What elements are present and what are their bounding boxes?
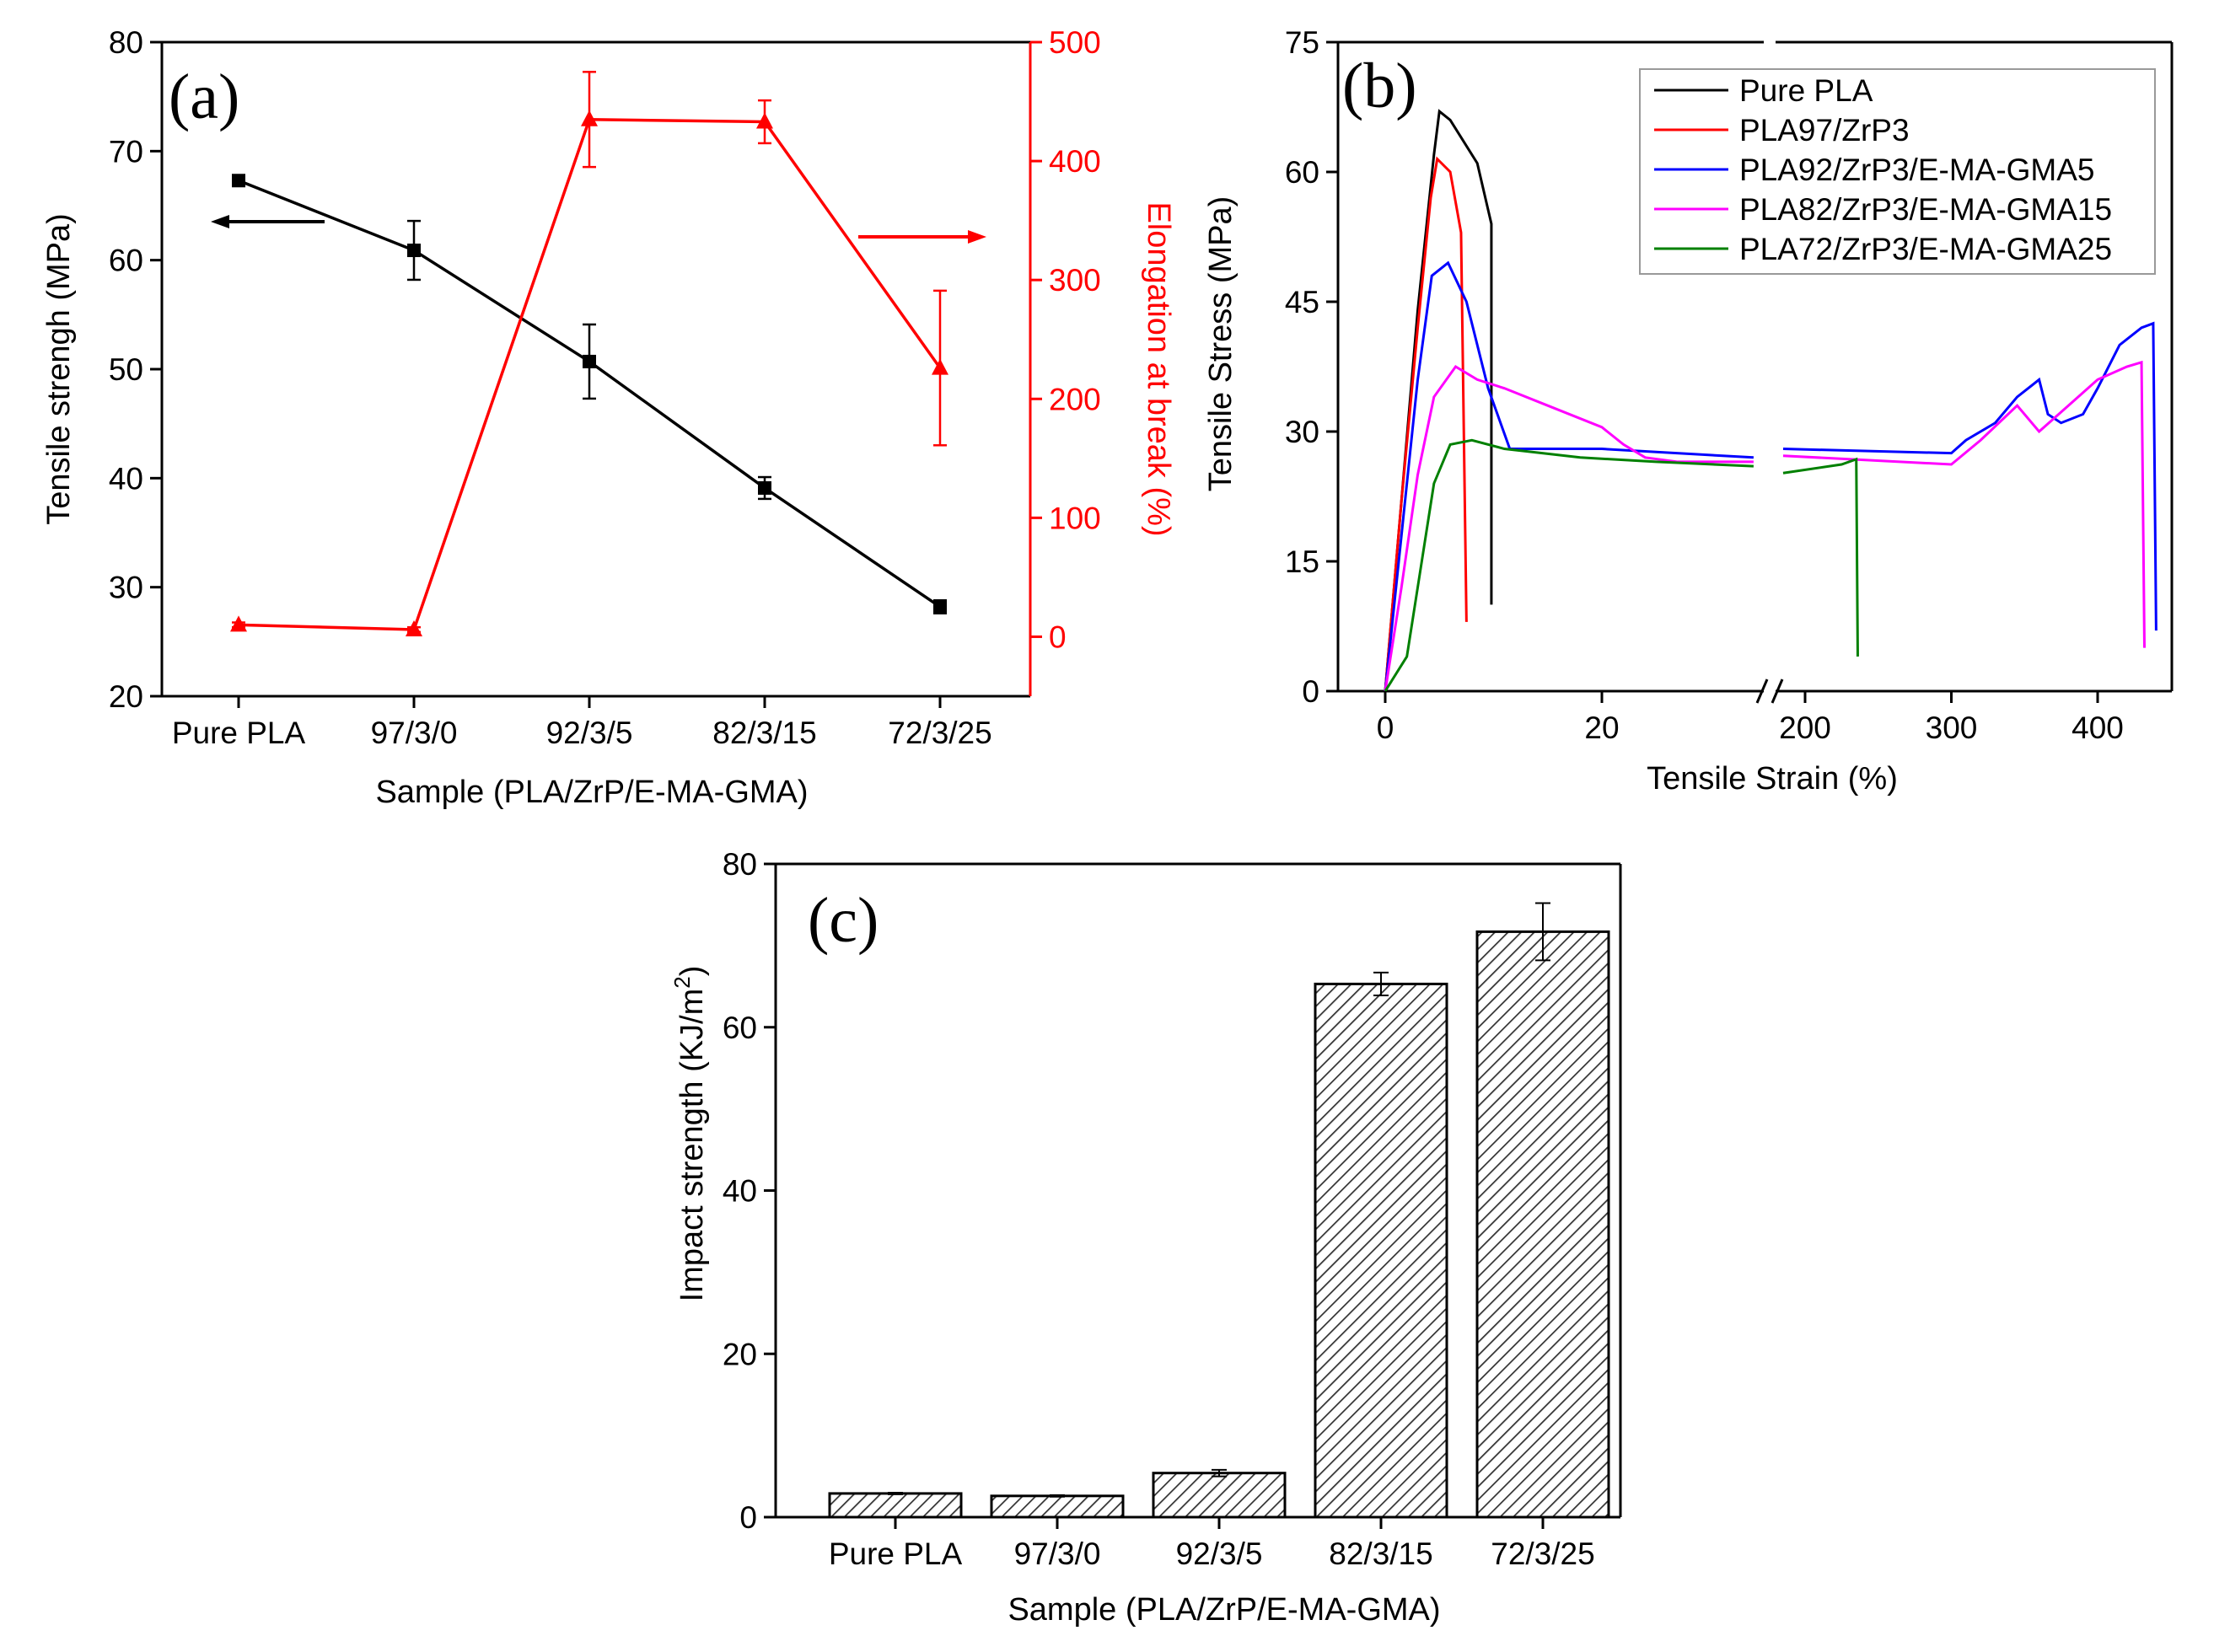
y-tick-label: 60 xyxy=(1285,155,1319,190)
x-axis-title: Tensile Strain (%) xyxy=(1647,761,1898,796)
x-tick-label: 200 xyxy=(1779,711,1831,745)
stress-strain-curve xyxy=(1384,156,1468,691)
x-tick-label: 82/3/15 xyxy=(1329,1537,1432,1571)
bar xyxy=(1314,982,1448,1519)
y-tick-label: 80 xyxy=(723,847,757,882)
y-tick-label: 60 xyxy=(723,1011,757,1045)
y-tick-label: 15 xyxy=(1285,544,1319,579)
left-y-tick-label: 30 xyxy=(109,571,143,605)
left-y-tick-label: 80 xyxy=(109,25,143,60)
x-tick-label: Pure PLA xyxy=(172,716,306,750)
x-tick-label: 20 xyxy=(1584,711,1619,745)
bar xyxy=(828,1492,963,1519)
right-y-tick-label: 100 xyxy=(1049,501,1101,535)
right-axis-arrowhead xyxy=(968,230,986,244)
x-tick-label: 72/3/25 xyxy=(888,716,991,750)
x-tick-label: 97/3/0 xyxy=(1014,1537,1101,1571)
y-axis-title: Tensile Stress (MPa) xyxy=(1203,196,1239,492)
legend-box xyxy=(1639,68,2156,275)
x-axis-title: Sample (PLA/ZrP/E-MA-GMA) xyxy=(1008,1592,1440,1628)
left-y-tick-label: 20 xyxy=(109,679,143,714)
data-point-square xyxy=(583,354,596,368)
x-tick-label: 97/3/0 xyxy=(371,716,458,750)
bar xyxy=(1475,930,1610,1519)
x-tick-label: 92/3/5 xyxy=(1176,1537,1263,1571)
y-axis-title: Impact strength (KJ/m2) xyxy=(669,966,710,1302)
left-y-tick-label: 60 xyxy=(109,244,143,278)
panel-c-chart: 0 20 40 60 80 Pure PLA 97/3/0 92/3/5 82/3/15 72/3… xyxy=(669,847,1622,1628)
axis-break-mark xyxy=(1771,678,1784,704)
stress-strain-curve xyxy=(1384,365,1754,691)
y-tick-label: 75 xyxy=(1285,25,1319,60)
x-tick-label: 0 xyxy=(1377,711,1394,745)
stress-strain-curve xyxy=(1384,109,1493,691)
legend-label: PLA82/ZrP3/E-MA-GMA15 xyxy=(1739,192,2112,227)
data-point-triangle xyxy=(932,358,948,375)
data-point-triangle xyxy=(406,620,422,636)
panel-label-c: (c) xyxy=(808,885,879,956)
left-axis-arrowhead xyxy=(211,215,229,228)
y-tick-label: 0 xyxy=(739,1500,757,1535)
right-y-axis-title: Elongation at break (%) xyxy=(1141,201,1176,536)
right-y-tick-label: 500 xyxy=(1049,25,1101,60)
panel-a-chart: 20 30 40 50 60 70 80 0 100 200 300 400 500 Pure PLA 97… xyxy=(41,25,1176,810)
left-y-axis-title: Tensile strengh (MPa) xyxy=(41,213,77,525)
data-point-square xyxy=(933,599,947,614)
legend-label: PLA92/ZrP3/E-MA-GMA5 xyxy=(1739,153,2095,187)
x-tick-label: 400 xyxy=(2071,711,2124,745)
data-point-triangle xyxy=(756,112,773,129)
y-tick-label: 20 xyxy=(723,1337,757,1371)
legend-label: PLA97/ZrP3 xyxy=(1739,113,1910,148)
data-point-triangle xyxy=(581,110,598,126)
x-tick-label: Pure PLA xyxy=(829,1537,963,1571)
x-tick-label: 92/3/5 xyxy=(546,716,633,750)
x-tick-label: 300 xyxy=(1926,711,1978,745)
bar xyxy=(1152,1472,1287,1519)
data-point-triangle xyxy=(230,615,247,632)
x-tick-label: 72/3/25 xyxy=(1491,1537,1594,1571)
left-y-tick-label: 40 xyxy=(109,461,143,496)
data-point-square xyxy=(232,174,245,188)
right-y-tick-label: 200 xyxy=(1049,382,1101,416)
y-tick-label: 45 xyxy=(1285,285,1319,319)
left-y-tick-label: 50 xyxy=(109,352,143,387)
stress-strain-curve xyxy=(1782,321,2157,631)
right-y-tick-label: 0 xyxy=(1049,620,1067,654)
x-axis-title: Sample (PLA/ZrP/E-MA-GMA) xyxy=(375,775,808,810)
panel-label-a: (a) xyxy=(169,62,239,132)
stress-strain-curve xyxy=(1782,360,2147,648)
y-tick-label: 0 xyxy=(1302,674,1319,709)
left-y-tick-label: 70 xyxy=(109,134,143,169)
y-tick-label: 30 xyxy=(1285,415,1319,449)
data-point-square xyxy=(407,244,421,258)
right-y-tick-label: 400 xyxy=(1049,144,1101,179)
x-tick-label: 82/3/15 xyxy=(712,716,816,750)
data-point-square xyxy=(758,480,771,495)
y-tick-label: 40 xyxy=(723,1174,757,1209)
legend-label: Pure PLA xyxy=(1739,73,1873,108)
legend-label: PLA72/ZrP3/E-MA-GMA25 xyxy=(1739,232,2112,266)
bar xyxy=(990,1494,1125,1519)
right-y-tick-label: 300 xyxy=(1049,263,1101,298)
stress-strain-curve xyxy=(1782,457,1859,657)
axis-break-mark xyxy=(1755,678,1769,704)
stress-strain-curve xyxy=(1384,260,1754,691)
stress-strain-curve xyxy=(1384,438,1754,691)
panel-b-chart: 0 15 30 45 60 75 0 20 200 300 400 Tensile Strain (%… xyxy=(1203,25,2174,796)
panel-label-b: (b) xyxy=(1342,51,1417,121)
